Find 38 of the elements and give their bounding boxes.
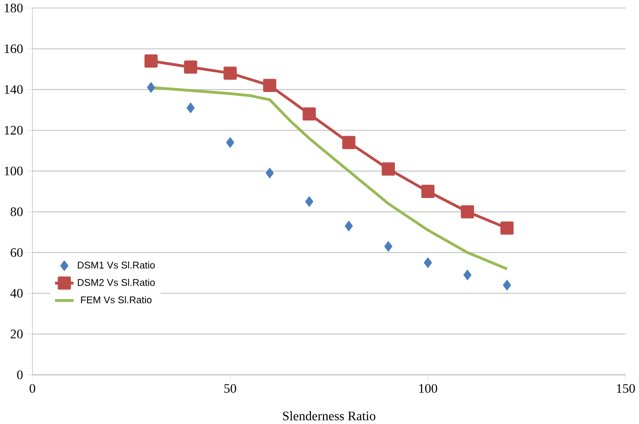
- x-axis-title: Slenderness Ratio: [283, 411, 376, 420]
- x-tick-label: 0: [30, 384, 36, 393]
- point: [224, 66, 237, 80]
- x-tick-label: 100: [419, 384, 438, 393]
- y-tick-label: 80: [10, 207, 23, 216]
- point: [186, 102, 195, 114]
- x-tick-label: 150: [617, 384, 635, 393]
- point: [266, 168, 274, 179]
- legend-label: FEM Vs Sl.Ratio: [81, 296, 152, 304]
- point: [502, 280, 512, 291]
- point: [184, 60, 198, 74]
- legend-label: DSM2 Vs Sl.Ratio: [78, 278, 155, 286]
- x-tick-label: 50: [224, 384, 236, 393]
- point: [424, 257, 432, 268]
- point: [302, 107, 316, 121]
- point: [460, 205, 474, 218]
- point: [500, 222, 514, 235]
- point: [226, 137, 234, 148]
- y-tick-label: 40: [10, 288, 23, 298]
- point: [305, 196, 314, 208]
- point: [146, 82, 156, 93]
- y-tick-label: 60: [10, 248, 23, 257]
- y-tick-label: 180: [4, 4, 23, 12]
- point: [342, 136, 356, 150]
- point: [463, 270, 472, 280]
- y-tick-label: 160: [4, 44, 23, 54]
- point: [344, 220, 353, 232]
- point: [382, 162, 395, 176]
- legend-label: DSM1 Vs Sl.Ratio: [78, 261, 155, 269]
- point: [144, 54, 158, 68]
- y-tick-label: 20: [10, 330, 23, 338]
- y-tick-label: 140: [4, 85, 23, 94]
- point: [263, 78, 276, 92]
- y-tick-label: 100: [4, 166, 23, 176]
- y-tick-label: 120: [4, 126, 23, 135]
- y-tick-label: 0: [17, 370, 23, 380]
- point: [421, 184, 434, 198]
- point: [384, 240, 392, 252]
